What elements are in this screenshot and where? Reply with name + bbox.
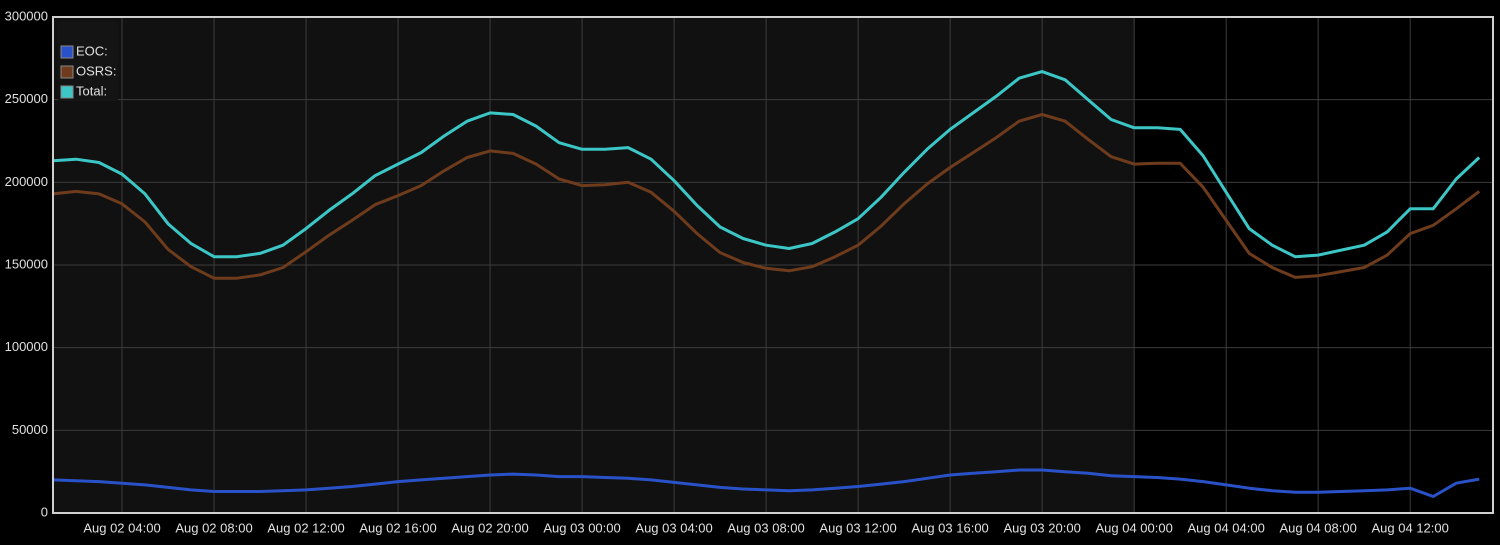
y-tick-label: 150000 xyxy=(5,256,48,271)
series-line xyxy=(52,113,1481,280)
legend-label: EOC: xyxy=(76,43,108,58)
legend-swatch xyxy=(60,65,74,79)
legend-swatch xyxy=(60,85,74,99)
x-tick-label: Aug 03 04:00 xyxy=(635,520,712,535)
plot-border xyxy=(52,16,1494,514)
legend-swatch xyxy=(60,45,74,59)
x-tick-label: Aug 03 20:00 xyxy=(1003,520,1080,535)
legend: EOC: OSRS: Total: xyxy=(60,43,116,99)
y-tick-label: 50000 xyxy=(12,422,48,437)
x-tick-label: Aug 02 12:00 xyxy=(267,520,344,535)
x-tick-label: Aug 04 12:00 xyxy=(1372,520,1449,535)
x-tick-label: Aug 04 00:00 xyxy=(1095,520,1172,535)
y-tick-label: 250000 xyxy=(5,91,48,106)
x-tick-label: Aug 02 04:00 xyxy=(83,520,160,535)
series-line xyxy=(52,70,1481,259)
lines xyxy=(52,70,1481,498)
x-tick-label: Aug 03 12:00 xyxy=(819,520,896,535)
x-tick-label: Aug 03 08:00 xyxy=(727,520,804,535)
y-tick-label: 0 xyxy=(41,504,48,519)
legend-label: OSRS: xyxy=(76,63,116,78)
y-tick-label: 100000 xyxy=(5,339,48,354)
series-line xyxy=(52,468,1480,498)
x-tick-label: Aug 04 08:00 xyxy=(1279,520,1356,535)
y-tick-label: 300000 xyxy=(5,8,48,23)
y-tick-label: 200000 xyxy=(5,174,48,189)
x-tick-label: Aug 03 16:00 xyxy=(911,520,988,535)
x-tick-label: Aug 04 04:00 xyxy=(1187,520,1264,535)
legend-label: Total: xyxy=(76,83,107,98)
x-tick-label: Aug 02 20:00 xyxy=(451,520,528,535)
grid xyxy=(53,16,1493,514)
x-tick-label: Aug 02 08:00 xyxy=(175,520,252,535)
x-tick-label: Aug 02 16:00 xyxy=(359,520,436,535)
x-tick-label: Aug 03 00:00 xyxy=(543,520,620,535)
